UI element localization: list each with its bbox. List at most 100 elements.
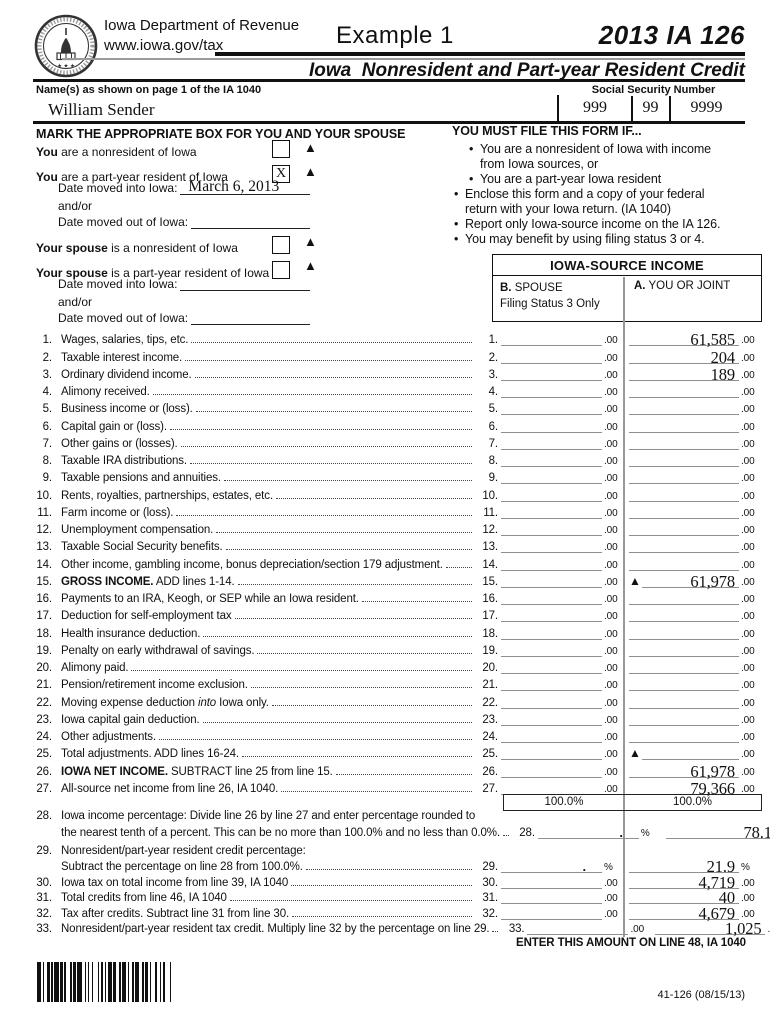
checkbox-spouse-partyear[interactable] — [272, 261, 290, 279]
line-31-col-b-field[interactable]: .00 — [501, 888, 625, 905]
line-23-col-a-field[interactable]: .00 — [625, 710, 762, 726]
dotted-leader — [241, 756, 472, 758]
line-19-col-b-field[interactable]: .00 — [501, 641, 625, 657]
line-14-col-b-field[interactable]: .00 — [501, 555, 625, 571]
line-9-col-b-field[interactable]: .00 — [501, 468, 625, 485]
spouse-date-in-input[interactable] — [180, 274, 310, 291]
line-8-col-b-field[interactable]: .00 — [501, 451, 625, 467]
option-label: is a nonresident of Iowa — [107, 241, 238, 255]
form-line-29: Subtract the percentage on line 28 from … — [30, 857, 762, 875]
line-5-col-a-field[interactable]: .00 — [625, 399, 762, 416]
line-27-col-a-field[interactable]: 79,366.00 — [625, 779, 762, 796]
line-32-col-a-field[interactable]: 4,679.00 — [625, 904, 762, 921]
line-2-col-a-field[interactable]: 204.00 — [625, 348, 762, 365]
line-11-col-b-field[interactable]: .00 — [501, 503, 625, 519]
line-10-col-a-field[interactable]: .00 — [625, 486, 762, 502]
line-30-col-a-field[interactable]: 4,719.00 — [625, 873, 762, 890]
line-15-col-b-field[interactable]: .00 — [501, 572, 625, 588]
line-30-col-b-field[interactable]: .00 — [501, 873, 625, 889]
ssn-part-1[interactable]: 999 — [583, 99, 607, 116]
line-21-col-b-field[interactable]: .00 — [501, 675, 625, 692]
line-2-col-b-field[interactable]: .00 — [501, 348, 625, 364]
form-line-10: 10. Rents, royalties, partnerships, estat… — [30, 484, 762, 502]
line-22-col-b-field[interactable]: .00 — [501, 693, 625, 709]
line-24-col-b-field[interactable]: .00 — [501, 727, 625, 743]
line-18-col-b-field[interactable]: .00 — [501, 624, 625, 640]
line-29-col-b-field[interactable]: .% — [501, 857, 625, 874]
name-input[interactable]: William Sender — [48, 100, 155, 119]
line-1-col-a-field[interactable]: 61,585.00 — [625, 330, 762, 348]
line-20-col-b-field[interactable]: .00 — [501, 658, 625, 674]
line-5-col-b-field[interactable]: .00 — [501, 399, 625, 416]
line-26-col-a-field[interactable]: 61,978.00 — [625, 762, 762, 779]
ssn-label: Social Security Number — [591, 84, 716, 96]
line-7-col-b-field[interactable]: .00 — [501, 434, 625, 450]
line-23-col-b-field[interactable]: .00 — [501, 710, 625, 726]
line-8-col-a-field[interactable]: .00 — [625, 451, 762, 467]
line-6-col-b-field[interactable]: .00 — [501, 417, 625, 433]
form-line-15: 15. GROSS INCOME. ADD lines 1-14. 15. .00 ▲… — [30, 571, 762, 591]
barcode — [37, 962, 215, 1002]
line-6-col-a-field[interactable]: .00 — [625, 417, 762, 433]
income-lines-table: 1. Wages, salaries, tips, etc. 1. .00 61,58… — [30, 329, 762, 797]
form-line-17: 17. Deduction for self-employment tax 17.… — [30, 605, 762, 623]
line-14-col-a-field[interactable]: .00 — [625, 555, 762, 571]
line-33-col-b-field[interactable]: .00 — [527, 919, 651, 936]
form-line-33: 33. Nonresident/part-year resident tax cr… — [30, 919, 770, 937]
ssn-part-3[interactable]: 9999 — [690, 99, 723, 116]
line-25-col-a-field[interactable]: ▲ .00 — [629, 746, 755, 761]
line-13-col-a-field[interactable]: .00 — [625, 537, 762, 554]
column-a-header: A. YOU OR JOINT — [625, 276, 761, 312]
checkbox-spouse-nonresident[interactable] — [272, 236, 290, 254]
must-file-section: YOU MUST FILE THIS FORM IF... • You are a… — [452, 124, 748, 247]
line-12-col-b-field[interactable]: .00 — [501, 520, 625, 536]
ssn-sep-2 — [669, 96, 671, 121]
line-19-col-a-field[interactable]: .00 — [625, 641, 762, 657]
line-description: Wages, salaries, tips, etc. — [61, 334, 189, 347]
line-24-col-a-field[interactable]: .00 — [625, 727, 762, 743]
line-32-col-b-field[interactable]: .00 — [501, 904, 625, 920]
line-16-col-a-field[interactable]: .00 — [625, 589, 762, 605]
line-16-col-b-field[interactable]: .00 — [501, 589, 625, 605]
ssn-part-2[interactable]: 99 — [642, 99, 659, 116]
bullet-text: You are a part-year Iowa resident — [480, 172, 662, 186]
line-33-col-a-field[interactable]: 1,025.00 — [651, 919, 770, 937]
line-27-col-b-field[interactable]: .00 — [501, 779, 625, 795]
line-9-col-a-field[interactable]: .00 — [625, 468, 762, 485]
line-12-col-a-field[interactable]: .00 — [625, 520, 762, 536]
line-28-col-a-field[interactable]: 78.1% — [662, 823, 770, 840]
dotted-leader — [152, 394, 472, 395]
dotted-leader — [229, 900, 472, 902]
line-31-col-a-field[interactable]: 40.00 — [625, 888, 762, 906]
you-date-in-input[interactable]: March 6, 2013 — [180, 178, 310, 195]
option-label-bold: You — [36, 170, 58, 184]
line-15-col-a-field[interactable]: ▲ 61,978.00 — [629, 571, 755, 591]
bullet-icon: • — [454, 187, 459, 201]
line-28-col-b-field[interactable]: .% — [537, 823, 662, 840]
line-10-col-b-field[interactable]: .00 — [501, 486, 625, 502]
line-11-col-a-field[interactable]: .00 — [625, 503, 762, 519]
line-18-col-a-field[interactable]: .00 — [625, 624, 762, 640]
enter-amount-note: ENTER THIS AMOUNT ON LINE 48, IA 1040 — [516, 937, 746, 949]
line-26-col-b-field[interactable]: .00 — [501, 762, 625, 778]
line-description: Business income or (loss). — [61, 403, 193, 416]
line-13-col-b-field[interactable]: .00 — [501, 537, 625, 554]
checkbox-you-partyear[interactable]: X — [272, 165, 290, 183]
line-3-col-a-field[interactable]: 189.00 — [625, 365, 762, 382]
line-25-col-b-field[interactable]: .00 — [501, 744, 625, 761]
line-1-col-b-field[interactable]: .00 — [501, 330, 625, 347]
line-3-col-b-field[interactable]: .00 — [501, 365, 625, 381]
line-4-col-b-field[interactable]: .00 — [501, 382, 625, 398]
line-7-col-a-field[interactable]: .00 — [625, 434, 762, 450]
line-17-col-a-field[interactable]: .00 — [625, 606, 762, 623]
you-date-out-input[interactable] — [191, 212, 310, 229]
income-box-title: IOWA-SOURCE INCOME — [493, 255, 761, 276]
checkbox-you-nonresident[interactable] — [272, 140, 290, 158]
line-17-col-b-field[interactable]: .00 — [501, 606, 625, 623]
line-20-col-a-field[interactable]: .00 — [625, 658, 762, 674]
line-29-col-a-field[interactable]: 21.9% — [625, 857, 762, 875]
line-21-col-a-field[interactable]: .00 — [625, 675, 762, 692]
line-4-col-a-field[interactable]: .00 — [625, 382, 762, 398]
spouse-date-out-input[interactable] — [191, 308, 310, 325]
line-22-col-a-field[interactable]: .00 — [625, 693, 762, 709]
